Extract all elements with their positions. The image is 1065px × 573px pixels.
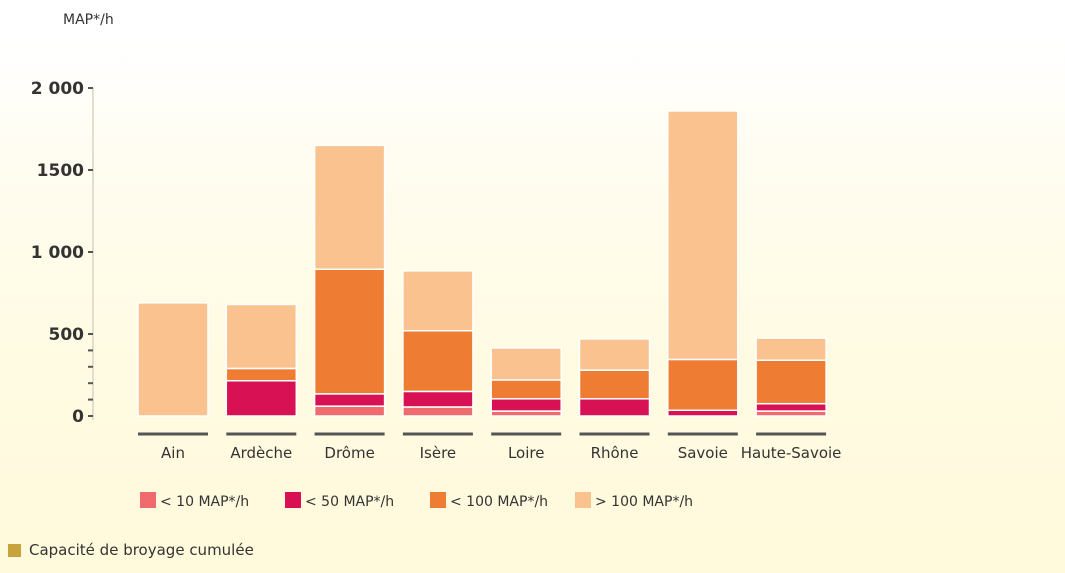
bar-segment xyxy=(578,398,651,417)
bar-segment xyxy=(402,329,474,393)
bar-segment xyxy=(578,369,651,400)
legend-label: > 100 MAP*/h xyxy=(595,494,693,510)
caption-square-icon xyxy=(8,543,21,557)
bar-segment xyxy=(667,409,739,417)
bar-segment xyxy=(313,405,386,417)
y-tick-label: 1500 xyxy=(37,161,84,181)
bar-segment xyxy=(490,347,562,381)
x-category-label: Ardèche xyxy=(230,444,292,462)
bar-segment xyxy=(402,390,474,408)
x-category-label: Savoie xyxy=(678,444,728,462)
legend-swatch xyxy=(575,492,591,508)
bar-segment xyxy=(490,398,562,412)
legend-label: < 100 MAP*/h xyxy=(450,494,548,510)
y-tick-label: 0 xyxy=(72,407,84,427)
bar-segment xyxy=(578,338,651,371)
bar-segment xyxy=(755,402,827,412)
y-axis-unit-label: MAP*/h xyxy=(63,12,114,28)
bar-segment xyxy=(313,268,386,395)
chart-caption: Capacité de broyage cumulée xyxy=(8,541,254,559)
bar-segment xyxy=(225,379,298,417)
legend-swatch xyxy=(285,492,301,508)
caption-text: Capacité de broyage cumulée xyxy=(29,541,254,559)
bar-segment xyxy=(313,144,386,270)
x-category-label: Rhône xyxy=(591,444,639,462)
bar-segment xyxy=(667,358,739,412)
bar-segment xyxy=(490,379,562,400)
bar-segment xyxy=(225,303,298,370)
legend-swatch xyxy=(140,492,156,508)
x-category-label: Isère xyxy=(420,444,457,462)
x-category-label: Haute-Savoie xyxy=(741,444,842,462)
x-category-label: Loire xyxy=(508,444,545,462)
bar-segment xyxy=(755,359,827,405)
bar-segment xyxy=(402,406,474,417)
bar-segment xyxy=(402,270,474,332)
bar-segment xyxy=(137,302,209,417)
legend-label: < 50 MAP*/h xyxy=(305,494,394,510)
bar-segment xyxy=(225,367,298,382)
x-category-label: Drôme xyxy=(324,444,374,462)
bar-segment xyxy=(667,110,739,361)
y-tick-label: 1 000 xyxy=(31,243,84,263)
y-tick-label: 2 000 xyxy=(31,79,84,99)
legend-swatch xyxy=(430,492,446,508)
bar-segment xyxy=(755,337,827,361)
x-category-label: Ain xyxy=(161,444,185,462)
legend-label: < 10 MAP*/h xyxy=(160,494,249,510)
bar-segment xyxy=(313,393,386,407)
y-tick-label: 500 xyxy=(49,325,85,345)
